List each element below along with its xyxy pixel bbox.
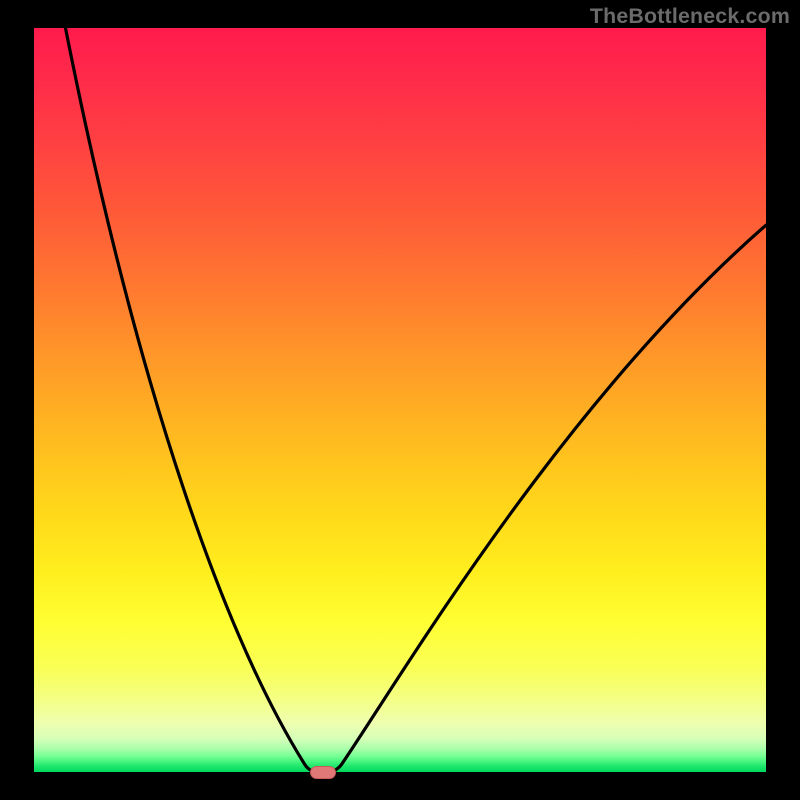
gradient-background [34,28,766,772]
watermark-text: TheBottleneck.com [590,4,790,29]
figure-root: TheBottleneck.com [0,0,800,800]
minimum-marker [310,766,336,779]
plot-area [34,28,766,772]
